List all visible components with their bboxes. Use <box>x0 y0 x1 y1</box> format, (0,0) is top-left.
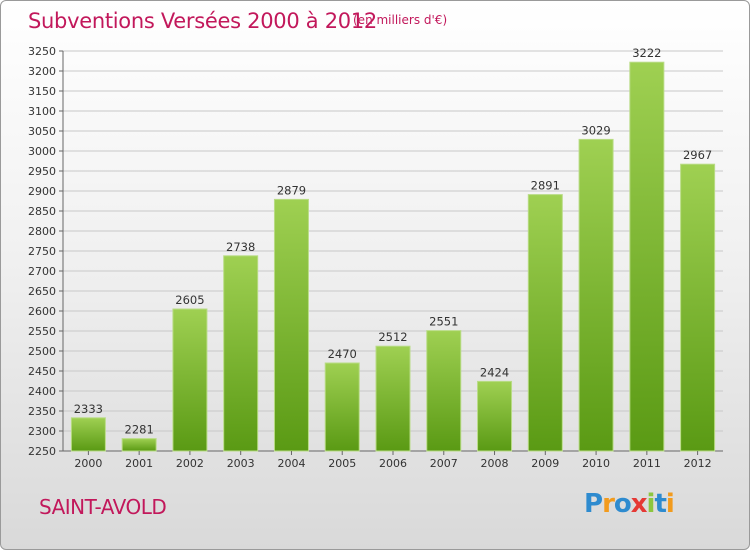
x-tick-label: 2010 <box>582 457 610 470</box>
chart-title: Subventions Versées 2000 à 2012 <box>28 9 377 33</box>
y-tick-label: 2250 <box>28 445 56 458</box>
y-tick-label: 3250 <box>28 45 56 58</box>
bar-2001 <box>121 438 157 452</box>
bar-value-label: 2424 <box>480 365 509 379</box>
bar-value-label: 2333 <box>74 402 103 416</box>
y-tick-label: 2800 <box>28 225 56 238</box>
x-tick-label: 2006 <box>379 457 407 470</box>
bar-2002 <box>172 308 208 452</box>
proxiti-logo: Proxiti <box>584 489 675 519</box>
logo-letter: o <box>613 489 632 519</box>
y-tick-label: 2500 <box>28 345 56 358</box>
x-tick-label: 2003 <box>227 457 255 470</box>
y-tick-label: 2350 <box>28 405 56 418</box>
y-tick-label: 2400 <box>28 385 56 398</box>
y-tick-label: 3000 <box>28 145 56 158</box>
bar-2004 <box>273 198 309 452</box>
x-tick-label: 2008 <box>481 457 509 470</box>
x-tick-label: 2011 <box>633 457 661 470</box>
bar-2007 <box>426 330 462 452</box>
bar-value-label: 2967 <box>683 148 712 162</box>
bar-2011 <box>629 61 665 452</box>
chart-subtitle: (en milliers d'€) <box>353 13 448 27</box>
city-name: SAINT-AVOLD <box>39 495 167 519</box>
bar-2006 <box>375 345 411 452</box>
y-tick-label: 2750 <box>28 245 56 258</box>
y-tick-label: 3050 <box>28 125 56 138</box>
bar-value-label: 2879 <box>277 183 306 197</box>
logo-letter: x <box>630 489 648 519</box>
bars <box>70 61 716 452</box>
bar-value-label: 2470 <box>328 347 357 361</box>
bar-2010 <box>578 138 614 452</box>
x-tick-label: 2001 <box>125 457 153 470</box>
data-labels: 2333 2281 2605 2738 2879 2470 2512 2551 2424 2891… <box>74 46 713 436</box>
y-tick-label: 2550 <box>28 325 56 338</box>
bar-value-label: 2551 <box>429 315 458 329</box>
bar-2005 <box>324 362 360 452</box>
y-tick-label: 2950 <box>28 165 56 178</box>
bar-2003 <box>223 255 259 452</box>
y-tick-label: 2600 <box>28 305 56 318</box>
y-tick-label: 3100 <box>28 105 56 118</box>
bar-value-label: 2605 <box>175 293 204 307</box>
bar-value-label: 3029 <box>581 123 610 137</box>
y-tick-label: 2900 <box>28 185 56 198</box>
bar-value-label: 3222 <box>632 46 661 60</box>
bar-2000 <box>70 417 106 452</box>
y-tick-label: 2300 <box>28 425 56 438</box>
logo-letter: r <box>602 489 615 519</box>
y-tick-label: 3200 <box>28 65 56 78</box>
x-tick-labels: 2000 2001 2002 2003 2004 2005 2006 2007 2008 2009… <box>74 451 712 470</box>
bar-2009 <box>527 194 563 452</box>
x-tick-label: 2012 <box>684 457 712 470</box>
x-tick-label: 2007 <box>430 457 458 470</box>
x-tick-label: 2005 <box>328 457 356 470</box>
bar-2012 <box>680 163 716 452</box>
logo-letter: i <box>665 489 675 519</box>
x-tick-label: 2002 <box>176 457 204 470</box>
bar-value-label: 2738 <box>226 240 255 254</box>
y-tick-label: 2650 <box>28 285 56 298</box>
x-tick-label: 2009 <box>531 457 559 470</box>
bar-2008 <box>477 380 513 452</box>
y-tick-labels: 2250 2300 2350 2400 2450 2500 2550 2600 2650 2700… <box>28 45 63 458</box>
y-tick-label: 3150 <box>28 85 56 98</box>
logo-letter: t <box>654 489 666 519</box>
logo-letter: P <box>584 489 603 519</box>
x-tick-label: 2000 <box>74 457 102 470</box>
logo-letter: i <box>646 489 656 519</box>
y-tick-label: 2850 <box>28 205 56 218</box>
bar-value-label: 2891 <box>531 179 560 193</box>
y-tick-label: 2450 <box>28 365 56 378</box>
y-tick-label: 2700 <box>28 265 56 278</box>
x-tick-label: 2004 <box>277 457 305 470</box>
bar-value-label: 2281 <box>125 423 154 437</box>
bar-value-label: 2512 <box>378 330 407 344</box>
